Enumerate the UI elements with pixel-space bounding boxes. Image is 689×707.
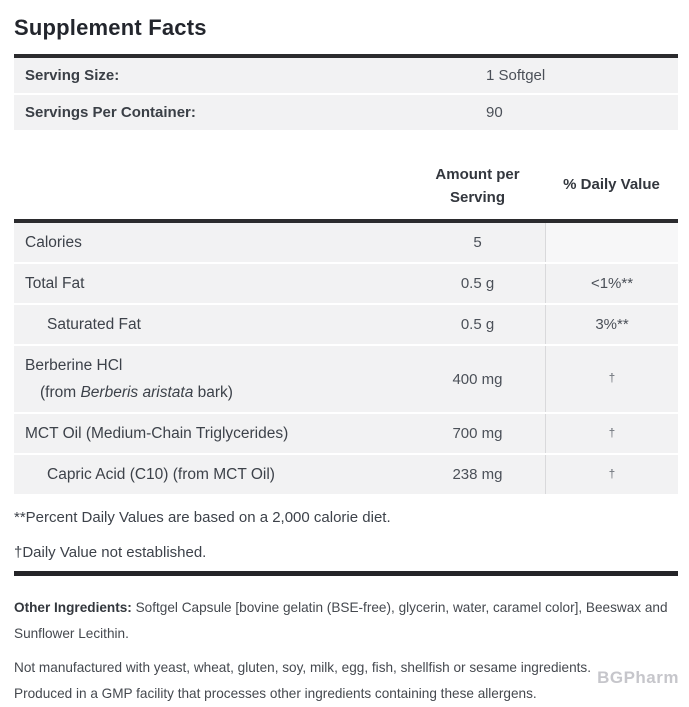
serving-size-label: Serving Size:: [25, 67, 120, 84]
daily-value-header: % Daily Value: [563, 176, 660, 193]
nutrient-row-total-fat: Total Fat 0.5 g <1%**: [14, 264, 678, 305]
source-prefix: (from: [40, 384, 81, 401]
panel-title: Supplement Facts: [14, 15, 207, 40]
nutrient-name: Berberine HCl (from Berberis aristata ba…: [14, 346, 396, 412]
other-ingredients-label: Other Ingredients:: [14, 600, 132, 615]
nutrient-name-main: Berberine HCl: [25, 357, 123, 374]
nutrient-daily-value: 3%**: [545, 305, 678, 344]
nutrient-amount: 700 mg: [452, 425, 503, 442]
nutrient-row-saturated-fat: Saturated Fat 0.5 g 3%**: [14, 305, 678, 346]
nutrient-amount: 0.5 g: [460, 275, 495, 292]
servings-per-container-label: Servings Per Container:: [25, 104, 196, 121]
watermark: BGPharm: [597, 668, 679, 687]
nutrient-row-capric-acid: Capric Acid (C10) (from MCT Oil) 238 mg …: [14, 455, 678, 496]
nutrient-name: MCT Oil (Medium-Chain Triglycerides): [25, 425, 289, 442]
nutrient-name: Saturated Fat: [47, 316, 141, 333]
nutrient-amount: 5: [473, 234, 482, 251]
allergen-line-2: Produced in a GMP facility that processe…: [14, 686, 537, 701]
nutrient-name: Capric Acid (C10) (from MCT Oil): [47, 466, 275, 483]
nutrient-name: Calories: [25, 234, 82, 251]
footnote-percent-daily-values: **Percent Daily Values are based on a 2,…: [14, 509, 391, 526]
top-rule: [14, 54, 678, 58]
serving-size-row: Serving Size: 1 Softgel: [14, 58, 678, 93]
column-headers: Amount per Serving % Daily Value: [14, 163, 678, 211]
nutrient-daily-value: <1%**: [545, 264, 678, 303]
amount-header-line2: Serving: [449, 189, 506, 206]
nutrient-amount: 238 mg: [452, 466, 503, 483]
nutrient-amount: 400 mg: [452, 370, 503, 388]
nutrient-name: Total Fat: [25, 275, 85, 292]
header-rule: [14, 219, 678, 223]
nutrient-daily-value: [545, 223, 678, 262]
nutrient-daily-value: †: [545, 414, 678, 453]
allergen-statement: Not manufactured with yeast, wheat, glut…: [14, 655, 678, 707]
nutrient-row-mct-oil: MCT Oil (Medium-Chain Triglycerides) 700…: [14, 414, 678, 455]
nutrient-name-source: (from Berberis aristata bark): [25, 379, 386, 406]
servings-per-container-row: Servings Per Container: 90: [14, 95, 678, 130]
supplement-facts-panel: Supplement Facts Serving Size: 1 Softgel…: [14, 0, 678, 707]
nutrient-row-berberine: Berberine HCl (from Berberis aristata ba…: [14, 346, 678, 414]
footnote-daily-value-not-established: †Daily Value not established.: [14, 544, 207, 561]
source-suffix: bark): [193, 384, 233, 401]
serving-size-value: 1 Softgel: [486, 67, 546, 84]
amount-header-line1: Amount per: [435, 166, 520, 183]
nutrient-daily-value: †: [545, 455, 678, 494]
bottom-rule: [14, 571, 678, 576]
other-ingredients-text: Softgel Capsule [bovine gelatin (BSE-fre…: [14, 600, 668, 641]
source-species: Berberis aristata: [80, 384, 194, 401]
nutrient-daily-value: †: [545, 346, 678, 412]
nutrient-row-calories: Calories 5: [14, 223, 678, 264]
amount-per-serving-header: Amount per Serving: [410, 163, 545, 209]
other-ingredients-paragraph: Other Ingredients: Softgel Capsule [bovi…: [14, 595, 678, 647]
servings-per-container-value: 90: [486, 104, 503, 121]
allergen-line-1: Not manufactured with yeast, wheat, glut…: [14, 660, 592, 675]
nutrient-amount: 0.5 g: [460, 316, 495, 333]
